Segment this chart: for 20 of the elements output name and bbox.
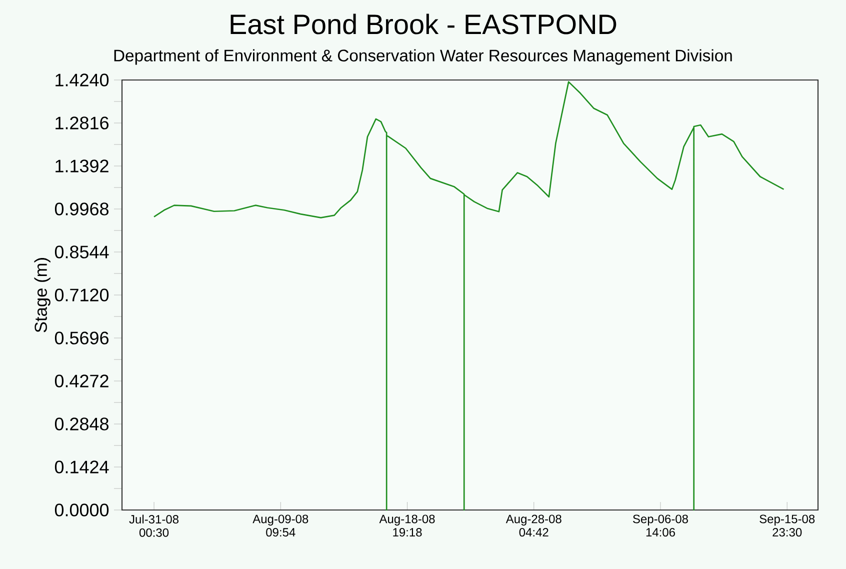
y-axis-title: Stage (m) (34, 258, 50, 332)
y-tick-label: 0.4272 (54, 374, 108, 388)
y-tick-label: 0.5696 (54, 332, 108, 344)
y-tick-label: 0.1424 (54, 460, 109, 474)
y-tick-label: 1.1392 (56, 160, 108, 172)
x-tick-label: Jul-31-08 00:30 (129, 514, 178, 537)
y-tick-label: 0.0000 (54, 504, 109, 516)
x-tick-label: Sep-15-08 23:30 (760, 514, 815, 537)
chart-subtitle: Department of Environment & Conservation Water Resources Management Division (114, 49, 732, 65)
y-tick-label: 1.2816 (56, 116, 108, 130)
chart-title: East Pond Brook - EASTPOND (230, 14, 616, 34)
y-tick-label: 0.2848 (54, 418, 108, 430)
x-tick-label: Aug-18-08 19:18 (379, 514, 435, 537)
y-tick-label: 0.9968 (54, 202, 108, 216)
y-tick-label: 1.4240 (56, 74, 109, 86)
x-tick-label: Aug-28-08 04:42 (506, 514, 562, 537)
x-tick-label: Aug-09-08 09:54 (252, 514, 308, 537)
x-tick-label: Sep-06-08 14:06 (633, 514, 688, 537)
y-tick-label: 0.8544 (54, 246, 109, 258)
y-tick-label: 0.7120 (54, 288, 109, 302)
